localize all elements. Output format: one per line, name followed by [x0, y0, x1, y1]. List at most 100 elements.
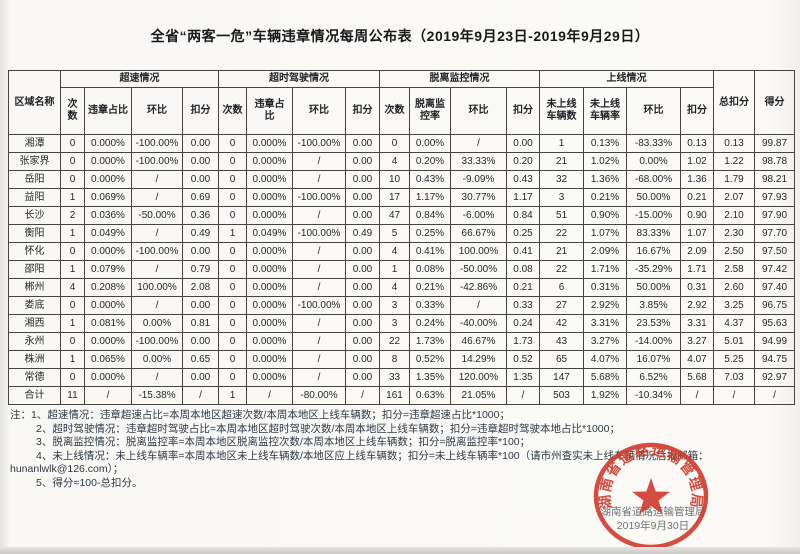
- total-deduction-cell: 2.30: [713, 224, 755, 243]
- score-cell: 94.99: [754, 332, 795, 351]
- value-cell: /: [84, 386, 132, 405]
- value-cell: 0.00: [182, 152, 219, 171]
- value-cell: 0.33: [506, 296, 540, 315]
- score-cell: 99.87: [754, 134, 795, 153]
- total-deduction-cell: /: [713, 386, 755, 405]
- value-cell: 0.49: [182, 224, 219, 243]
- value-cell: 0.21: [680, 188, 714, 207]
- value-cell: 100.00%: [450, 242, 507, 261]
- value-cell: 0.00%: [131, 314, 183, 333]
- value-cell: 0: [60, 368, 85, 387]
- table-row: 衡阳 1 0.049%/0.49 1 0.049% -100.00% 0.49 5 0.25% 6…: [8, 224, 795, 243]
- column-header-violation-ratio: 违章占比: [84, 87, 132, 135]
- value-cell: /: [450, 296, 507, 315]
- header-sub-row: 次数 违章占比 环比 扣分 次数 违章占比 环比 扣分 次数 脱离监控率 环比 …: [9, 87, 795, 135]
- value-cell: 33.33%: [450, 152, 507, 171]
- value-cell: 0.49: [345, 224, 380, 243]
- value-cell: 50.00%: [626, 188, 681, 207]
- region-name-cell: 张家界: [8, 152, 61, 171]
- value-cell: 1.71: [680, 260, 714, 279]
- value-cell: 0: [60, 152, 85, 171]
- value-cell: 2.09%: [583, 242, 627, 261]
- value-cell: /: [292, 314, 346, 333]
- value-cell: -100.00%: [131, 242, 183, 261]
- column-header-score: 得分: [754, 70, 795, 135]
- total-deduction-cell: 7.03: [713, 368, 755, 387]
- value-cell: 10: [379, 170, 410, 189]
- column-header-count: 次数: [379, 87, 410, 135]
- region-name-cell: 娄底: [8, 296, 61, 315]
- column-header-off-monitor-rate: 脱离监控率: [409, 87, 451, 135]
- value-cell: 0.00: [345, 314, 380, 333]
- value-cell: 1.17: [506, 188, 540, 207]
- value-cell: 0.000%: [246, 206, 293, 225]
- value-cell: 0: [218, 152, 247, 171]
- value-cell: 1.73%: [409, 332, 451, 351]
- value-cell: 5.68: [680, 368, 714, 387]
- value-cell: 1: [60, 350, 85, 369]
- value-cell: 0.00: [345, 278, 380, 297]
- column-header-offline-vehicle-count: 未上线车辆数: [539, 87, 584, 135]
- value-cell: 3.85%: [626, 296, 681, 315]
- column-header-deduction: 扣分: [680, 87, 714, 135]
- value-cell: 0.000%: [84, 296, 132, 315]
- value-cell: -100.00%: [292, 134, 346, 153]
- value-cell: -50.00%: [131, 206, 183, 225]
- value-cell: 1.73: [506, 332, 540, 351]
- value-cell: 47: [379, 206, 410, 225]
- value-cell: 1: [60, 260, 85, 279]
- score-cell: 97.50: [754, 242, 795, 261]
- value-cell: 0.25%: [409, 224, 451, 243]
- value-cell: 0.31%: [583, 278, 627, 297]
- score-cell: 98.78: [754, 152, 795, 171]
- table-row: 湘西 1 0.081% 0.00% 0.81 0 0.000%/0.00 3 0.24% -40.…: [8, 314, 795, 333]
- value-cell: 0.00: [345, 188, 380, 207]
- value-cell: 0.000%: [84, 368, 132, 387]
- value-cell: /: [246, 386, 293, 405]
- region-name-cell: 邵阳: [8, 260, 61, 279]
- value-cell: -35.29%: [626, 260, 681, 279]
- value-cell: 0: [218, 350, 247, 369]
- value-cell: 1: [60, 224, 85, 243]
- column-header-deduction: 扣分: [345, 87, 380, 135]
- value-cell: -9.09%: [450, 170, 507, 189]
- region-name-cell: 永州: [8, 332, 61, 351]
- value-cell: 21.05%: [450, 386, 507, 405]
- value-cell: 0.000%: [246, 260, 293, 279]
- value-cell: 0.21%: [583, 188, 627, 207]
- value-cell: 0: [218, 314, 247, 333]
- value-cell: 0.00%: [409, 134, 451, 153]
- value-cell: 0: [60, 242, 85, 261]
- value-cell: 2.08: [182, 278, 219, 297]
- value-cell: 4: [379, 278, 410, 297]
- column-header-region: 区域名称: [8, 70, 61, 135]
- page-title: 全省“两客一危”车辆违章情况每周公布表（2019年9月23日-2019年9月29…: [150, 28, 650, 44]
- value-cell: 147: [539, 368, 584, 387]
- value-cell: /: [292, 350, 346, 369]
- value-cell: 65: [539, 350, 584, 369]
- issuer-block: 湖南省道路运输管理局 2019年9月30日: [578, 505, 728, 533]
- value-cell: 0.000%: [246, 314, 293, 333]
- value-cell: 2.09: [680, 242, 714, 261]
- value-cell: 0.00: [345, 368, 380, 387]
- value-cell: 0.036%: [84, 206, 132, 225]
- value-cell: /: [292, 278, 346, 297]
- table-row: 张家界 0 0.000% -100.00% 0.00 0 0.000%/0.00 4 0.20%…: [8, 152, 795, 171]
- table-row: 邵阳 1 0.079%/0.79 0 0.000%/0.00 1 0.08% -50.00% 0…: [8, 260, 795, 279]
- note-line-4: 4、未上线情况：未上线车辆率=本周本地区未上线车辆数/本地区应上线车辆数；扣分=…: [36, 449, 709, 462]
- score-cell: 97.40: [754, 278, 795, 297]
- value-cell: 21: [539, 152, 584, 171]
- group-header-speeding: 超速情况: [60, 70, 219, 88]
- value-cell: 32: [539, 170, 584, 189]
- value-cell: 161: [379, 386, 410, 405]
- value-cell: 1: [60, 314, 85, 333]
- score-cell: /: [754, 386, 795, 405]
- value-cell: 0.00: [345, 170, 380, 189]
- value-cell: 1.07%: [583, 224, 627, 243]
- value-cell: 1: [539, 134, 584, 153]
- value-cell: 0.069%: [84, 188, 132, 207]
- value-cell: 0.79: [182, 260, 219, 279]
- value-cell: 0.000%: [246, 134, 293, 153]
- value-cell: 1.35: [506, 368, 540, 387]
